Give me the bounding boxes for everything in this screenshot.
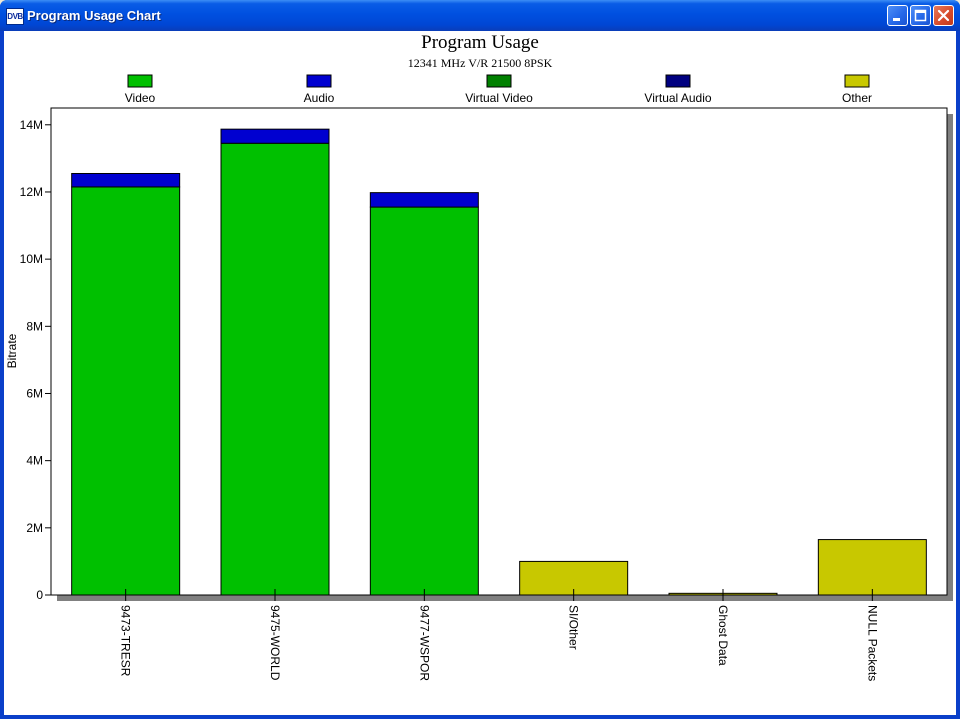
y-tick-label: 2M (26, 521, 43, 535)
x-tick-label: Ghost Data (716, 605, 730, 666)
legend-label-virtual-video: Virtual Video (465, 91, 533, 105)
maximize-icon (914, 9, 927, 22)
dvb-app-icon[interactable]: DVB (6, 8, 24, 25)
y-tick-label: 12M (20, 185, 43, 199)
legend-swatch-video (127, 74, 153, 88)
title-bar[interactable]: DVB Program Usage Chart (0, 0, 960, 31)
bar-9477-wspor-video (369, 206, 479, 596)
x-tick-label: 9477-WSPOR (417, 605, 431, 681)
y-tick-label: 4M (26, 454, 43, 468)
y-tick-label: 8M (26, 319, 43, 333)
bar-9475-world-video (220, 142, 330, 596)
chart-area: Program Usage 12341 MHz V/R 21500 8PSK V… (4, 31, 956, 715)
x-tick-label: 9473-TRESR (119, 605, 133, 677)
program-usage-chart: Program Usage 12341 MHz V/R 21500 8PSK V… (5, 32, 953, 681)
legend-label-other: Other (842, 91, 872, 105)
bar-9475-world-audio (220, 128, 330, 144)
x-tick-label: NULL Packets (865, 605, 879, 681)
legend-label-virtual-audio: Virtual Audio (644, 91, 711, 105)
close-icon (937, 9, 950, 22)
chart-title: Program Usage (421, 32, 539, 53)
y-tick-label: 14M (20, 118, 43, 132)
minimize-button[interactable] (887, 5, 908, 26)
chart-subtitle: 12341 MHz V/R 21500 8PSK (408, 56, 553, 70)
legend-swatch-virtual-video (486, 74, 512, 88)
bar-null-packets-other (817, 539, 927, 596)
y-tick-label: 6M (26, 386, 43, 400)
legend-swatch-virtual-audio (665, 74, 691, 88)
bar-9477-wspor-audio (369, 192, 479, 208)
bar-9473-tresr-video (71, 186, 181, 596)
x-tick-label: 9475-WORLD (268, 605, 282, 681)
plot-area: 0 2M 4M 6M 8M 10M 12M 14M 9473-TRESR 9475-WORLD 94… (20, 107, 953, 681)
legend-swatch-other (844, 74, 870, 88)
maximize-button[interactable] (910, 5, 931, 26)
legend-label-video: Video (125, 91, 156, 105)
y-tick-label: 0 (36, 588, 43, 602)
y-tick-label: 10M (20, 252, 43, 266)
minimize-icon (893, 18, 900, 21)
legend-swatch-audio (306, 74, 332, 88)
chart-legend: Video Audio Virtual Video Virtual Audio Othe… (125, 74, 872, 105)
bar-9473-tresr-audio (71, 172, 181, 188)
plot-frame (50, 107, 948, 596)
legend-label-audio: Audio (304, 91, 335, 105)
close-button[interactable] (933, 5, 954, 26)
y-axis-label: Bitrate (5, 333, 19, 368)
x-tick-label: SI/Other (567, 605, 581, 650)
window-title: Program Usage Chart (27, 8, 161, 23)
